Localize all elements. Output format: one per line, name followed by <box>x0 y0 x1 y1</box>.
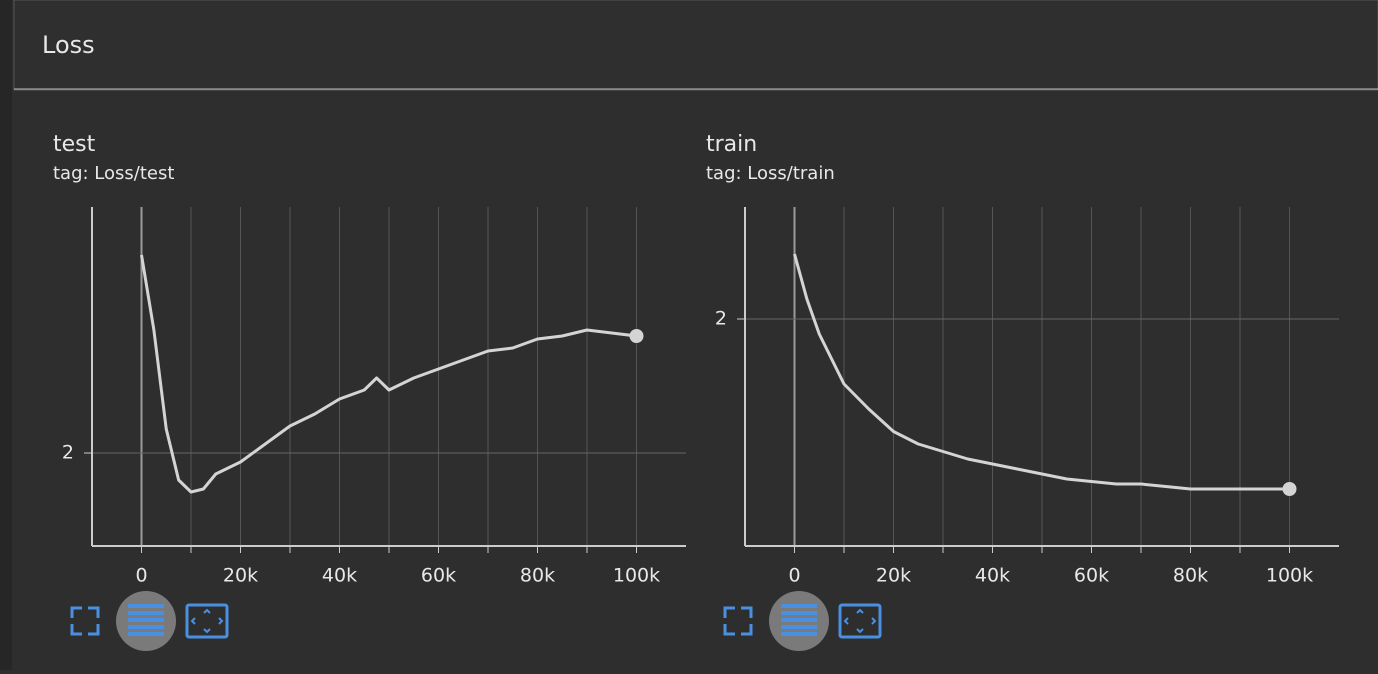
fullscreen-button[interactable] <box>70 606 100 636</box>
loss-line <box>793 253 1290 491</box>
x-tick-label: 40k <box>975 565 1010 587</box>
fit-icon <box>843 608 877 634</box>
x-tick-label: 80k <box>520 565 555 587</box>
chart-title: train <box>706 132 757 157</box>
chart-title: test <box>53 132 96 157</box>
loss-line <box>140 254 637 494</box>
x-tick-label: 100k <box>1266 565 1313 587</box>
last-point <box>1282 482 1297 496</box>
fullscreen-button[interactable] <box>723 606 753 636</box>
x-tick-label: 40k <box>322 565 357 587</box>
x-tick-label: 0 <box>788 565 800 587</box>
section-title: Loss <box>42 31 95 59</box>
sidebar-edge <box>0 0 12 670</box>
toolbar <box>723 591 882 651</box>
fit-domain-button[interactable] <box>838 603 882 639</box>
y-tick-label: 2 <box>62 442 74 464</box>
x-tick-label: 60k <box>421 565 456 587</box>
fit-icon <box>190 608 224 634</box>
x-tick-label: 0 <box>135 565 147 587</box>
data-table-icon <box>128 604 164 636</box>
last-point <box>629 329 644 343</box>
data-table-icon <box>781 604 817 636</box>
fit-domain-button[interactable] <box>185 603 229 639</box>
section-header <box>13 0 1378 91</box>
x-tick-label: 80k <box>1173 565 1208 587</box>
x-tick-label: 100k <box>613 565 660 587</box>
x-tick-label: 20k <box>876 565 911 587</box>
y-tick-label: 2 <box>715 308 727 330</box>
x-tick-label: 60k <box>1074 565 1109 587</box>
chart-subtitle: tag: Loss/test <box>53 163 174 184</box>
chart-subtitle: tag: Loss/train <box>706 163 835 184</box>
toolbar <box>70 591 229 651</box>
x-tick-label: 20k <box>223 565 258 587</box>
